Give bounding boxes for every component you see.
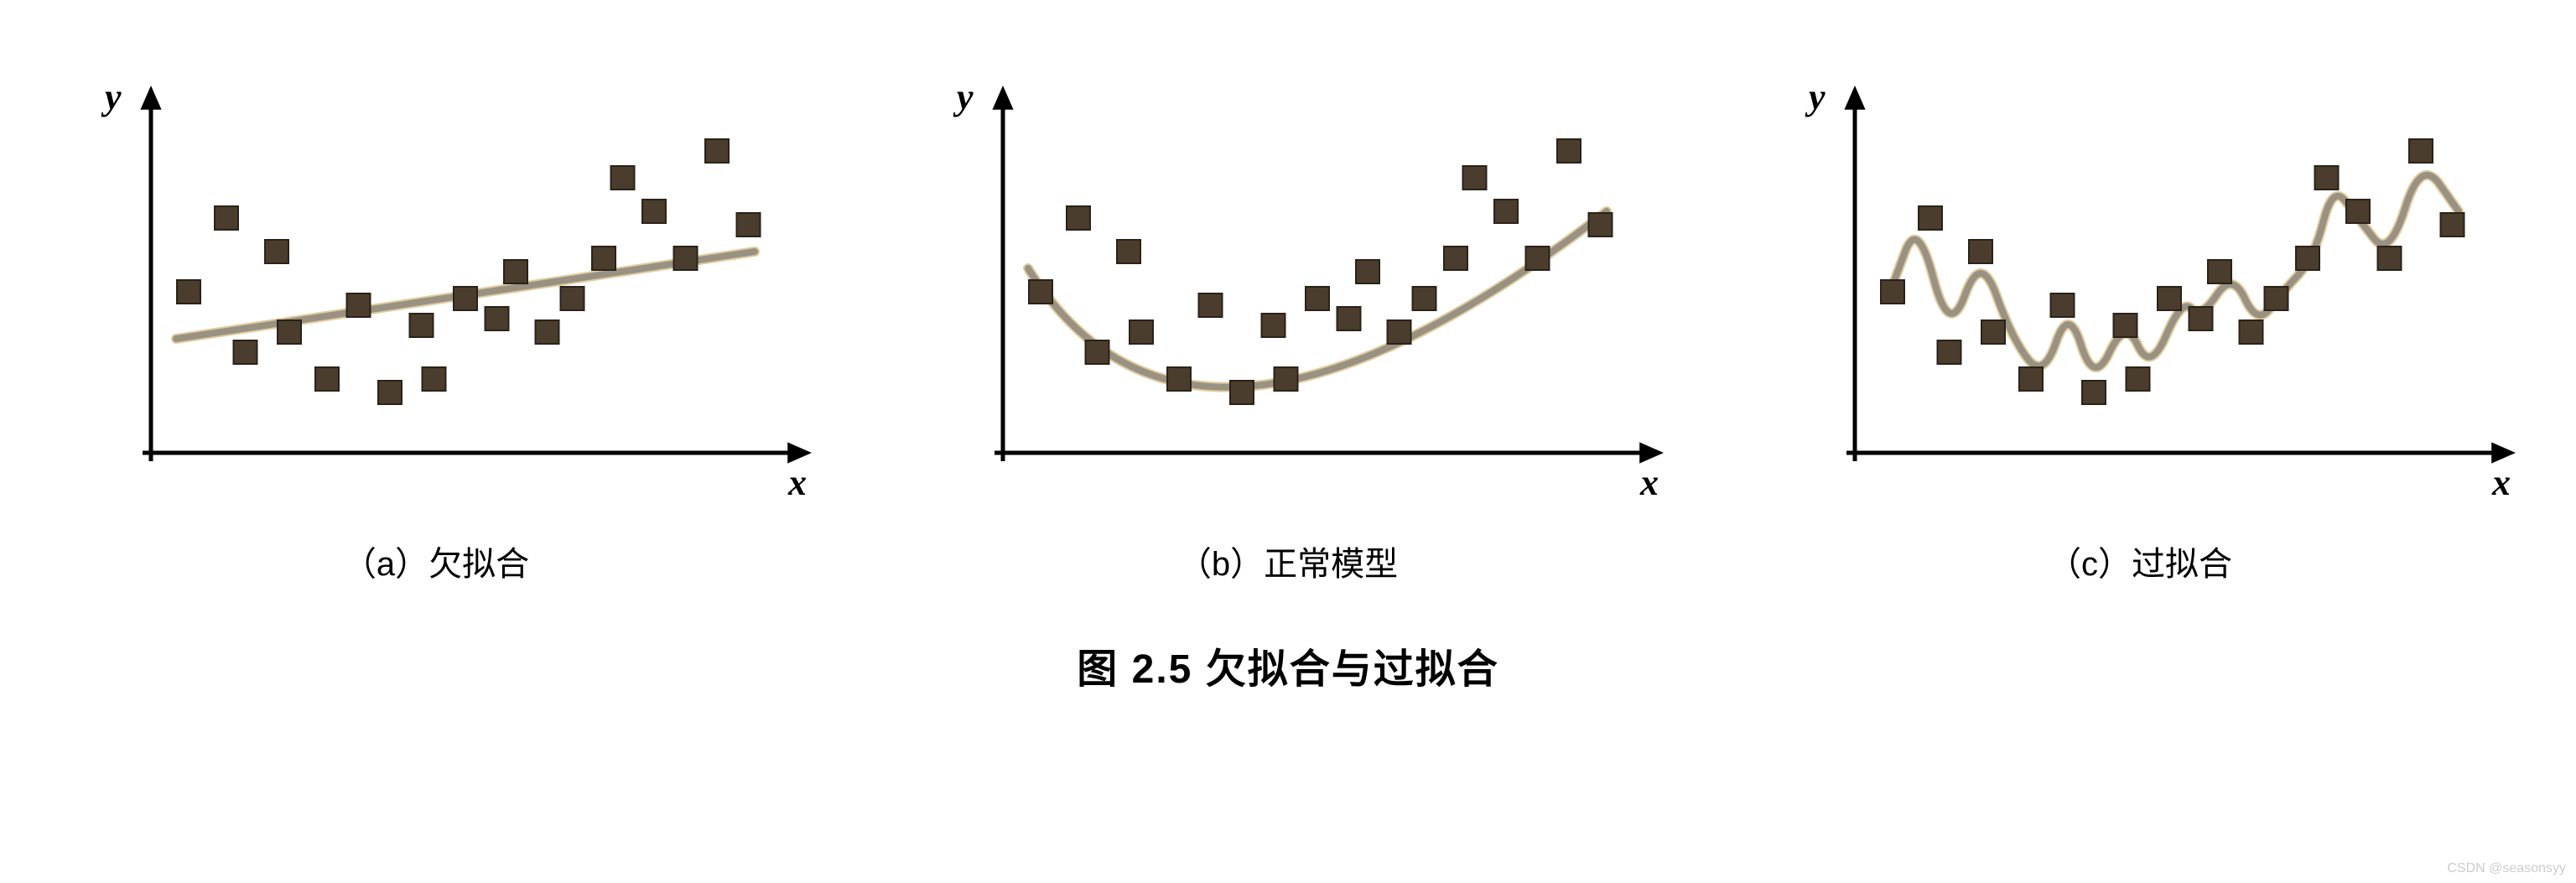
data-marker xyxy=(1881,280,1904,304)
y-axis-label: y xyxy=(953,76,974,117)
data-marker xyxy=(1589,213,1613,236)
x-axis-label: x xyxy=(787,462,807,503)
data-marker xyxy=(1262,314,1285,337)
data-marker xyxy=(1494,200,1518,223)
data-marker xyxy=(1444,247,1467,270)
data-marker xyxy=(2296,247,2319,270)
data-marker xyxy=(592,247,615,270)
data-marker xyxy=(1526,247,1550,270)
fit-curve xyxy=(1893,175,2459,367)
data-marker xyxy=(410,314,434,337)
data-marker xyxy=(378,381,402,404)
y-axis-label: y xyxy=(1805,76,1826,117)
data-marker xyxy=(1388,320,1411,344)
data-points xyxy=(1881,139,2464,404)
data-marker xyxy=(1413,287,1436,310)
data-marker xyxy=(2265,287,2288,310)
data-marker xyxy=(611,166,635,190)
data-marker xyxy=(2315,166,2339,190)
x-axis-label: x xyxy=(1639,462,1659,503)
data-marker xyxy=(2114,314,2137,337)
data-marker xyxy=(1306,287,1329,310)
data-marker xyxy=(2158,287,2181,310)
data-marker xyxy=(1167,367,1191,391)
data-marker xyxy=(315,367,339,391)
panel-b-wrapper: xy （b）正常模型 xyxy=(902,34,1674,585)
watermark: CSDN @seasonsyy xyxy=(2447,861,2566,876)
data-marker xyxy=(1969,240,1992,263)
data-marker xyxy=(561,287,584,310)
data-marker xyxy=(215,206,238,230)
data-marker xyxy=(423,367,446,391)
data-marker xyxy=(2378,247,2402,270)
panel-c-subcaption: （c）过拟合 xyxy=(2048,537,2232,585)
data-marker xyxy=(1938,340,1961,364)
data-marker xyxy=(2019,367,2043,391)
data-marker xyxy=(2346,200,2370,223)
data-marker xyxy=(1981,320,2005,344)
data-marker xyxy=(2189,307,2213,330)
data-marker xyxy=(2082,381,2106,404)
data-marker xyxy=(265,240,288,263)
x-axis-label: x xyxy=(2491,462,2511,503)
data-marker xyxy=(2409,139,2433,163)
panel-c-chart: xy xyxy=(1754,34,2526,503)
data-points xyxy=(177,139,761,404)
data-marker xyxy=(1557,139,1581,163)
y-axis-label: y xyxy=(101,76,122,117)
data-marker xyxy=(2240,320,2263,344)
data-marker xyxy=(177,280,200,304)
data-marker xyxy=(2127,367,2150,391)
data-marker xyxy=(1356,260,1379,283)
data-marker xyxy=(1463,166,1487,190)
data-marker xyxy=(504,260,527,283)
data-marker xyxy=(674,247,698,270)
data-marker xyxy=(278,320,301,344)
data-marker xyxy=(1067,206,1090,230)
data-marker xyxy=(2208,260,2231,283)
panel-b-subcaption: （b）正常模型 xyxy=(1178,537,1398,585)
data-marker xyxy=(1230,381,1254,404)
data-marker xyxy=(454,287,477,310)
data-marker xyxy=(1337,307,1361,330)
data-marker xyxy=(642,200,666,223)
data-marker xyxy=(1275,367,1298,391)
data-marker xyxy=(1919,206,1942,230)
panel-b-chart: xy xyxy=(902,34,1674,503)
data-marker xyxy=(2051,293,2075,317)
data-marker xyxy=(705,139,729,163)
data-marker xyxy=(536,320,559,344)
data-marker xyxy=(234,340,257,364)
data-marker xyxy=(347,293,371,317)
panel-a-subcaption: （a）欠拟合 xyxy=(343,537,529,585)
data-marker xyxy=(737,213,761,236)
data-marker xyxy=(1029,280,1052,304)
panel-c-wrapper: xy （c）过拟合 xyxy=(1754,34,2526,585)
panel-a-chart: xy xyxy=(50,34,822,503)
panel-a-wrapper: xy （a）欠拟合 xyxy=(50,34,822,585)
charts-row: xy （a）欠拟合 xy （b）正常模型 xy （c）过拟合 xyxy=(50,34,2526,585)
data-marker xyxy=(1086,340,1109,364)
data-marker xyxy=(2441,213,2464,236)
data-marker xyxy=(1130,320,1153,344)
figure-caption: 图 2.5 欠拟合与过拟合 xyxy=(1077,636,1498,694)
data-marker xyxy=(1117,240,1140,263)
data-marker xyxy=(486,307,509,330)
data-marker xyxy=(1199,293,1223,317)
